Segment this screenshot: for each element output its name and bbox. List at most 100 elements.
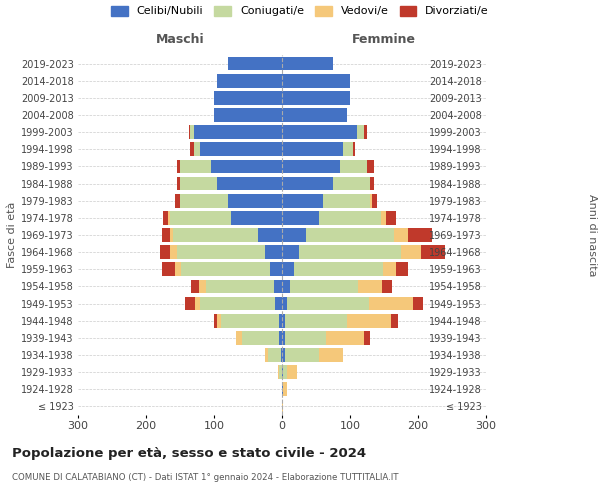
- Bar: [199, 280, 206, 293]
- Bar: [290, 280, 358, 293]
- Bar: [353, 142, 355, 156]
- Bar: [242, 331, 279, 344]
- Bar: [282, 331, 286, 344]
- Bar: [180, 176, 217, 190]
- Bar: [282, 262, 294, 276]
- Bar: [175, 262, 181, 276]
- Bar: [333, 176, 370, 190]
- Bar: [270, 262, 282, 276]
- Bar: [217, 314, 221, 328]
- Bar: [282, 228, 306, 242]
- Bar: [391, 314, 398, 328]
- Bar: [214, 314, 217, 328]
- Bar: [194, 142, 200, 156]
- Text: Anni di nascita: Anni di nascita: [587, 194, 597, 276]
- Bar: [347, 314, 391, 328]
- Bar: [278, 366, 279, 379]
- Bar: [394, 228, 408, 242]
- Bar: [319, 348, 343, 362]
- Bar: [282, 91, 350, 104]
- Bar: [282, 126, 357, 139]
- Bar: [173, 228, 258, 242]
- Bar: [161, 228, 170, 242]
- Bar: [413, 296, 424, 310]
- Bar: [227, 194, 282, 207]
- Bar: [287, 366, 297, 379]
- Bar: [386, 211, 396, 224]
- Bar: [282, 246, 299, 259]
- Bar: [383, 262, 396, 276]
- Bar: [282, 296, 287, 310]
- Bar: [380, 211, 386, 224]
- Bar: [294, 262, 383, 276]
- Bar: [282, 142, 343, 156]
- Bar: [372, 194, 377, 207]
- Bar: [282, 176, 333, 190]
- Bar: [286, 348, 319, 362]
- Bar: [200, 142, 282, 156]
- Bar: [200, 296, 275, 310]
- Y-axis label: Fasce di età: Fasce di età: [7, 202, 17, 268]
- Bar: [282, 108, 347, 122]
- Bar: [190, 142, 194, 156]
- Bar: [364, 126, 367, 139]
- Bar: [231, 211, 282, 224]
- Bar: [206, 280, 274, 293]
- Bar: [283, 366, 287, 379]
- Bar: [299, 246, 401, 259]
- Bar: [281, 348, 282, 362]
- Bar: [170, 228, 173, 242]
- Text: COMUNE DI CALATABIANO (CT) - Dati ISTAT 1° gennaio 2024 - Elaborazione TUTTITALI: COMUNE DI CALATABIANO (CT) - Dati ISTAT …: [12, 472, 398, 482]
- Bar: [370, 194, 372, 207]
- Bar: [191, 280, 199, 293]
- Bar: [286, 314, 347, 328]
- Bar: [190, 126, 194, 139]
- Bar: [282, 211, 319, 224]
- Bar: [181, 262, 270, 276]
- Bar: [221, 314, 278, 328]
- Bar: [282, 160, 340, 173]
- Bar: [214, 91, 282, 104]
- Text: Femmine: Femmine: [352, 34, 416, 46]
- Bar: [189, 126, 190, 139]
- Legend: Celibi/Nubili, Coniugati/e, Vedovi/e, Divorziati/e: Celibi/Nubili, Coniugati/e, Vedovi/e, Di…: [111, 6, 489, 16]
- Bar: [306, 228, 394, 242]
- Bar: [160, 246, 170, 259]
- Bar: [163, 211, 169, 224]
- Bar: [214, 108, 282, 122]
- Text: Maschi: Maschi: [155, 34, 205, 46]
- Bar: [265, 348, 268, 362]
- Bar: [163, 262, 175, 276]
- Bar: [370, 176, 374, 190]
- Bar: [382, 280, 392, 293]
- Bar: [323, 194, 370, 207]
- Bar: [401, 246, 421, 259]
- Bar: [343, 142, 353, 156]
- Bar: [340, 160, 367, 173]
- Bar: [279, 366, 282, 379]
- Bar: [217, 74, 282, 88]
- Bar: [180, 194, 227, 207]
- Bar: [287, 296, 369, 310]
- Bar: [282, 382, 283, 396]
- Bar: [180, 160, 211, 173]
- Bar: [282, 366, 283, 379]
- Bar: [282, 74, 350, 88]
- Bar: [283, 382, 287, 396]
- Bar: [211, 160, 282, 173]
- Bar: [282, 314, 286, 328]
- Bar: [170, 246, 176, 259]
- Bar: [367, 160, 374, 173]
- Bar: [175, 194, 180, 207]
- Bar: [282, 194, 323, 207]
- Bar: [194, 126, 282, 139]
- Bar: [421, 246, 445, 259]
- Bar: [408, 228, 431, 242]
- Bar: [176, 246, 265, 259]
- Bar: [195, 296, 200, 310]
- Bar: [265, 246, 282, 259]
- Bar: [357, 126, 364, 139]
- Bar: [282, 280, 290, 293]
- Bar: [217, 176, 282, 190]
- Text: Popolazione per età, sesso e stato civile - 2024: Popolazione per età, sesso e stato civil…: [12, 448, 366, 460]
